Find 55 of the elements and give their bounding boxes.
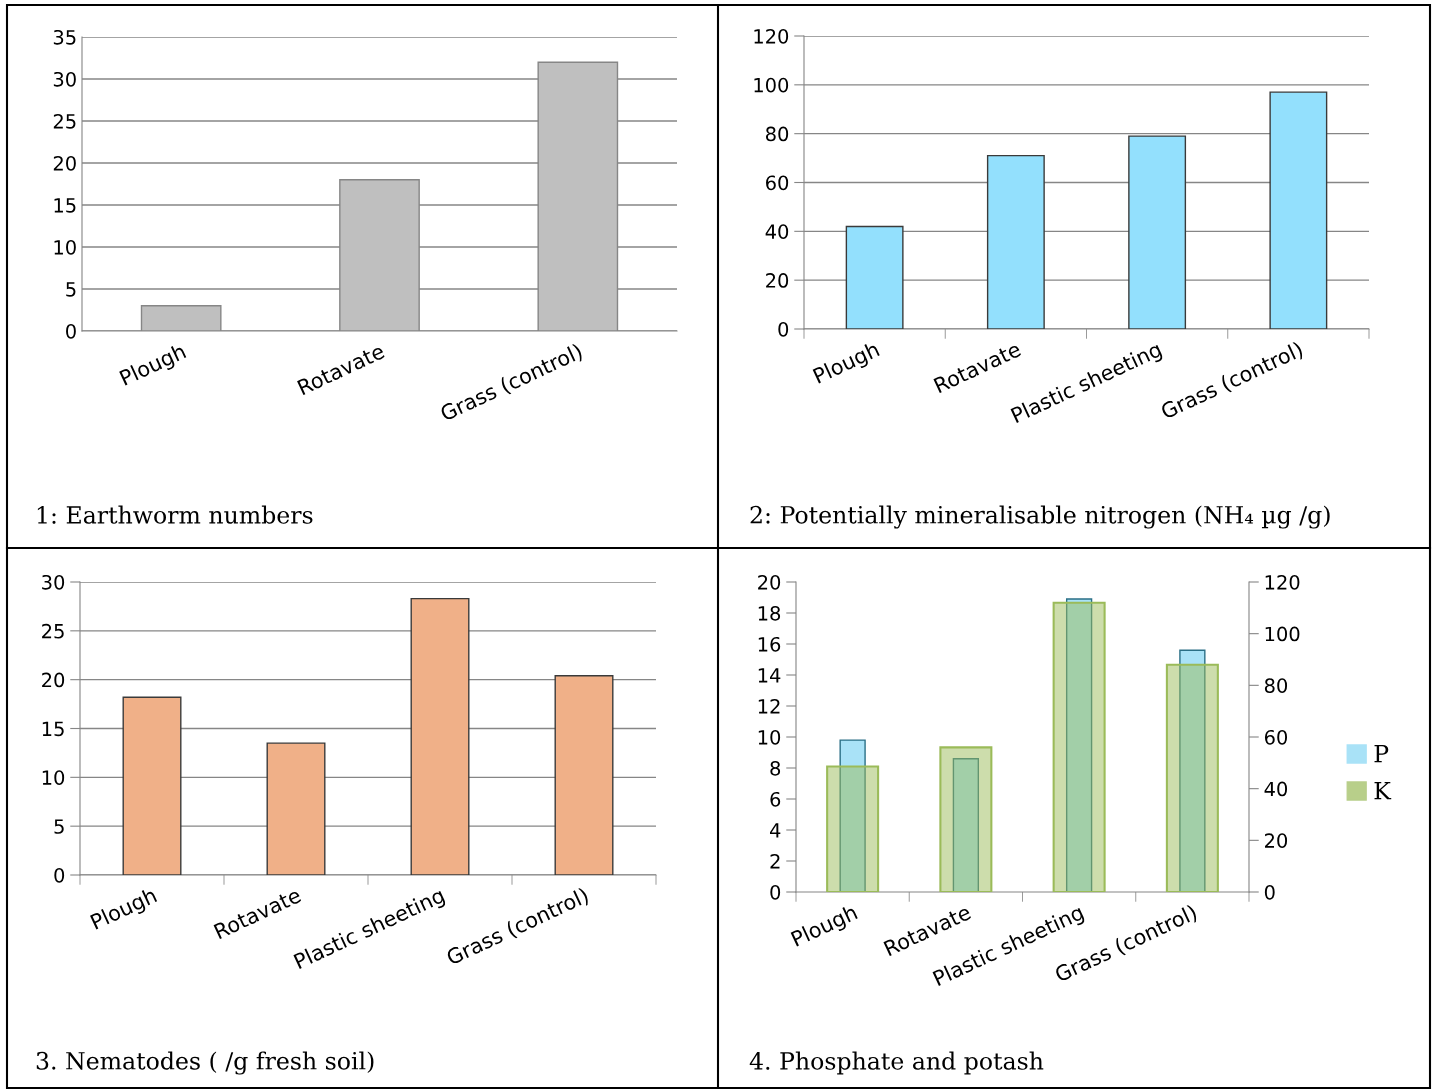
y-tick-label: 60 [766,175,789,191]
y-tick-label: 2 [770,853,780,869]
y-tick-label: 0 [54,867,65,883]
bar [986,154,1045,329]
bar [845,225,904,329]
bar [554,675,614,875]
y-tick-label: 14 [758,668,781,683]
y-tick-label: 20 [53,155,76,171]
y-tick-label: 15 [42,721,64,737]
y-tick-label: 5 [54,819,64,834]
y2-tick-label: 100 [1265,626,1300,642]
text: 4. Phosphate and potash [749,1051,1044,1075]
y-tick-label: 80 [765,126,789,142]
y-tick-label: 20 [42,672,65,688]
bar [939,746,993,892]
y-tick-label: 35 [53,29,76,45]
y-tick-label: 30 [42,574,65,590]
bar [122,696,182,875]
y-tick-label: 10 [758,729,781,745]
y-tick-label: 16 [758,636,781,652]
y-tick-label: 8 [770,760,781,776]
y-tick-label: 100 [754,77,789,93]
y-tick-label: 25 [42,623,64,639]
y-tick-label: 10 [42,770,65,785]
y-tick-label: 6 [770,791,781,807]
y-tick-label: 20 [758,574,781,590]
y2-tick-label: 40 [1264,781,1288,797]
y2-tick-label: 20 [1265,833,1288,848]
y-tick-label: 120 [754,28,789,44]
text: 3. Nematodes ( /g fresh soil) [36,1051,374,1075]
y-tick-label: 0 [770,884,781,900]
y-tick-label: 15 [54,198,76,213]
text: 1: Earthworm numbers [37,505,313,524]
legend-label: P [1374,744,1389,763]
y-tick-label: 0 [778,321,789,337]
y2-tick-label: 60 [1264,729,1288,745]
bar [1269,91,1328,329]
y-tick-label: 40 [765,224,789,239]
y-tick-label: 10 [54,239,76,255]
y2-tick-label: 80 [1264,678,1288,693]
legend-label: K [1374,782,1392,800]
y-tick-label: 18 [758,605,781,621]
y-tick-label: 20 [766,273,789,288]
y-tick-label: 5 [66,282,76,297]
y-tick-label: 0 [66,323,76,339]
y2-tick-label: 0 [1264,884,1275,900]
bar [1128,135,1187,329]
bar [410,597,470,875]
text: 2: Potentially mineralisable nitrogen (NH₄ µg /g) [750,505,1330,529]
y2-tick-label: 120 [1265,574,1300,590]
bar [266,742,326,875]
y-tick-label: 25 [53,113,76,129]
y-tick-label: 30 [53,71,76,87]
y-tick-label: 12 [758,698,780,714]
y-tick-label: 4 [770,823,781,838]
